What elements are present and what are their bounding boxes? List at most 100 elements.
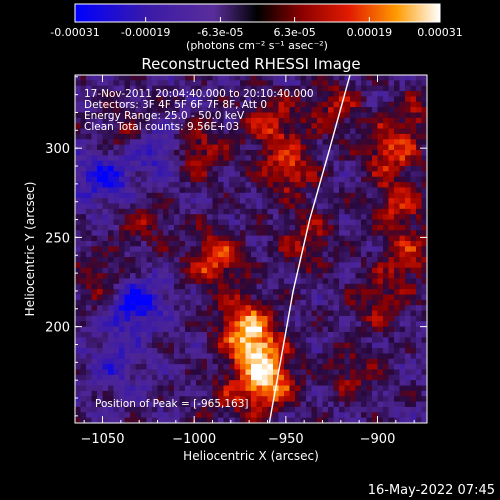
heatmap-cell [174, 149, 181, 156]
heatmap-cell [86, 139, 93, 146]
heatmap-cell [366, 192, 373, 199]
heatmap-cell [86, 358, 93, 365]
heatmap-cell [350, 192, 357, 199]
heatmap-cell [378, 423, 384, 429]
heatmap-cell [223, 273, 230, 280]
heatmap-cell [234, 342, 241, 349]
heatmap-cell [355, 112, 362, 119]
heatmap-cell [284, 75, 291, 81]
heatmap-cell [201, 235, 208, 242]
heatmap-cell [146, 326, 153, 333]
heatmap-cell [350, 294, 357, 301]
heatmap-cell [196, 278, 203, 285]
heatmap-cell [141, 385, 148, 392]
heatmap-cell [146, 101, 153, 108]
heatmap-cell [223, 412, 230, 419]
heatmap-cell [146, 315, 153, 322]
heatmap-cell [366, 278, 373, 285]
heatmap-cell [278, 230, 285, 237]
heatmap-cell [130, 75, 137, 81]
heatmap-cell [416, 75, 423, 81]
heatmap-cell [135, 117, 142, 124]
heatmap-cell [251, 273, 258, 280]
heatmap-cell [383, 283, 390, 290]
heatmap-cell [388, 299, 395, 306]
heatmap-cell [377, 369, 384, 376]
heatmap-cell [223, 219, 230, 226]
heatmap-cell [113, 294, 120, 301]
heatmap-cell [383, 374, 390, 381]
heatmap-cell [218, 342, 225, 349]
heatmap-cell [113, 112, 120, 119]
heatmap-cell [289, 396, 296, 403]
heatmap-cell [234, 283, 241, 290]
heatmap-cell [240, 123, 247, 130]
heatmap-cell [427, 214, 433, 220]
heatmap-cell [333, 374, 340, 381]
heatmap-cell [284, 251, 291, 258]
heatmap-cell [333, 251, 340, 258]
heatmap-cell [201, 101, 208, 108]
heatmap-cell [86, 337, 93, 344]
heatmap-cell [399, 224, 406, 231]
heatmap-cell [102, 342, 109, 349]
heatmap-cell [190, 149, 197, 156]
heatmap-cell [163, 289, 170, 296]
heatmap-cell [157, 267, 164, 274]
heatmap-cell [108, 262, 115, 269]
heatmap-cell [289, 380, 296, 387]
heatmap-cell [168, 171, 175, 178]
heatmap-cell [113, 353, 120, 360]
heatmap-cell [344, 96, 351, 103]
heatmap-cell [91, 160, 98, 167]
heatmap-cell [91, 101, 98, 108]
heatmap-cell [163, 262, 170, 269]
heatmap-cell [355, 310, 362, 317]
heatmap-cell [416, 240, 423, 247]
heatmap-cell [284, 107, 291, 114]
heatmap-cell [377, 171, 384, 178]
heatmap-cell [410, 353, 417, 360]
heatmap-cell [421, 396, 427, 403]
heatmap-cell [300, 112, 307, 119]
heatmap-cell [157, 390, 164, 397]
heatmap-cell [344, 358, 351, 365]
heatmap-cell [328, 353, 335, 360]
heatmap-cell [185, 80, 192, 87]
heatmap-cell [130, 273, 137, 280]
heatmap-cell [377, 214, 384, 221]
heatmap-cell [322, 149, 329, 156]
heatmap-cell [361, 246, 368, 253]
heatmap-cell [284, 390, 291, 397]
heatmap-cell [201, 396, 208, 403]
heatmap-cell [355, 262, 362, 269]
heatmap-cell [201, 262, 208, 269]
heatmap-cell [284, 369, 291, 376]
heatmap-cell [245, 182, 252, 189]
heatmap-cell [355, 353, 362, 360]
heatmap-cell [383, 305, 390, 312]
heatmap-cell [427, 311, 433, 317]
heatmap-cell [179, 337, 186, 344]
heatmap-cell [317, 246, 324, 253]
heatmap-cell [389, 423, 395, 429]
heatmap-cell [262, 182, 269, 189]
heatmap-cell [223, 192, 230, 199]
heatmap-cell [97, 251, 104, 258]
heatmap-cell [421, 299, 427, 306]
heatmap-cell [119, 230, 126, 237]
heatmap-cell [300, 417, 307, 423]
heatmap-cell [427, 305, 433, 311]
heatmap-cell [339, 390, 346, 397]
heatmap-cell [113, 321, 120, 328]
heatmap-cell [91, 203, 98, 210]
heatmap-cell [388, 358, 395, 365]
heatmap-cell [295, 85, 302, 92]
heatmap-cell [97, 278, 104, 285]
heatmap-cell [185, 224, 192, 231]
heatmap-cell [355, 96, 362, 103]
heatmap-cell [273, 326, 280, 333]
heatmap-cell [284, 278, 291, 285]
heatmap-cell [339, 155, 346, 162]
heatmap-cell [190, 289, 197, 296]
